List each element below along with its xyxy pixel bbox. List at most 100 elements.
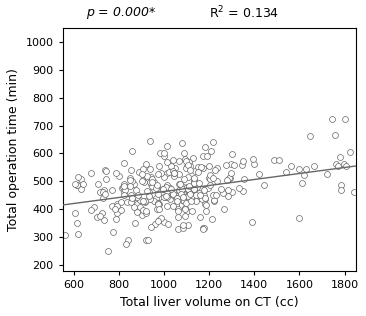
- Point: [156, 201, 161, 206]
- Point: [181, 195, 187, 200]
- Point: [143, 209, 149, 214]
- Point: [127, 176, 133, 181]
- Point: [102, 167, 108, 172]
- Point: [186, 175, 191, 180]
- Point: [214, 178, 220, 183]
- Point: [160, 187, 166, 192]
- Point: [171, 173, 177, 179]
- Point: [210, 198, 216, 204]
- Point: [141, 198, 146, 204]
- Point: [206, 163, 212, 168]
- Point: [206, 175, 212, 180]
- Point: [146, 194, 152, 199]
- Point: [174, 199, 180, 204]
- Point: [147, 138, 153, 143]
- Point: [142, 199, 148, 204]
- Point: [296, 215, 302, 220]
- Point: [165, 221, 171, 226]
- Point: [154, 207, 160, 212]
- Point: [332, 132, 338, 137]
- Point: [72, 210, 78, 215]
- Point: [163, 193, 169, 198]
- Point: [188, 198, 194, 203]
- Point: [199, 225, 205, 230]
- Point: [337, 154, 343, 159]
- Point: [122, 182, 127, 187]
- Point: [210, 193, 216, 198]
- Point: [158, 171, 164, 176]
- Point: [226, 175, 232, 180]
- Point: [157, 206, 163, 211]
- Point: [175, 209, 180, 214]
- Point: [127, 178, 133, 183]
- Point: [202, 202, 208, 207]
- Point: [134, 202, 140, 207]
- Point: [190, 185, 196, 190]
- Point: [187, 164, 193, 169]
- Point: [78, 176, 84, 181]
- Point: [88, 207, 94, 212]
- Point: [202, 196, 208, 201]
- Point: [182, 213, 188, 218]
- Point: [168, 186, 174, 191]
- Point: [105, 248, 111, 253]
- Point: [185, 187, 191, 192]
- Point: [307, 134, 313, 139]
- Point: [256, 171, 262, 176]
- Point: [194, 185, 199, 190]
- Point: [296, 167, 302, 172]
- Point: [180, 223, 186, 228]
- Point: [170, 193, 176, 198]
- Point: [185, 187, 191, 192]
- Point: [80, 181, 86, 186]
- Point: [175, 195, 180, 200]
- Point: [228, 162, 234, 167]
- Point: [94, 215, 100, 220]
- Point: [164, 171, 170, 176]
- Point: [137, 198, 142, 203]
- Point: [137, 204, 143, 209]
- Point: [185, 192, 191, 198]
- Point: [341, 162, 347, 167]
- Point: [324, 171, 329, 176]
- Point: [130, 148, 135, 153]
- Point: [179, 187, 184, 192]
- Point: [301, 172, 307, 177]
- Point: [74, 182, 80, 187]
- Point: [148, 182, 154, 187]
- Point: [130, 196, 136, 201]
- Point: [147, 180, 153, 185]
- Point: [202, 186, 208, 191]
- Point: [149, 179, 155, 185]
- Point: [128, 192, 134, 198]
- Point: [131, 205, 137, 210]
- Point: [191, 179, 197, 184]
- Point: [223, 162, 229, 167]
- Point: [175, 206, 181, 211]
- Point: [101, 218, 107, 223]
- Point: [342, 117, 348, 122]
- Point: [136, 169, 142, 174]
- Point: [198, 165, 204, 170]
- Text: $p$ = 0.000*: $p$ = 0.000*: [86, 5, 156, 21]
- Point: [114, 203, 120, 208]
- Point: [139, 172, 145, 177]
- Point: [186, 160, 192, 165]
- Point: [191, 178, 197, 183]
- Point: [172, 171, 178, 176]
- Point: [75, 231, 81, 236]
- Point: [192, 169, 198, 174]
- Point: [203, 203, 209, 208]
- Point: [186, 183, 192, 188]
- Point: [119, 185, 125, 190]
- Point: [131, 181, 137, 186]
- Point: [187, 191, 193, 197]
- Point: [158, 215, 164, 220]
- Point: [202, 186, 208, 191]
- Point: [208, 177, 213, 182]
- Point: [154, 182, 160, 187]
- Point: [134, 195, 140, 200]
- Point: [204, 153, 210, 158]
- Point: [229, 152, 235, 157]
- Point: [178, 191, 184, 196]
